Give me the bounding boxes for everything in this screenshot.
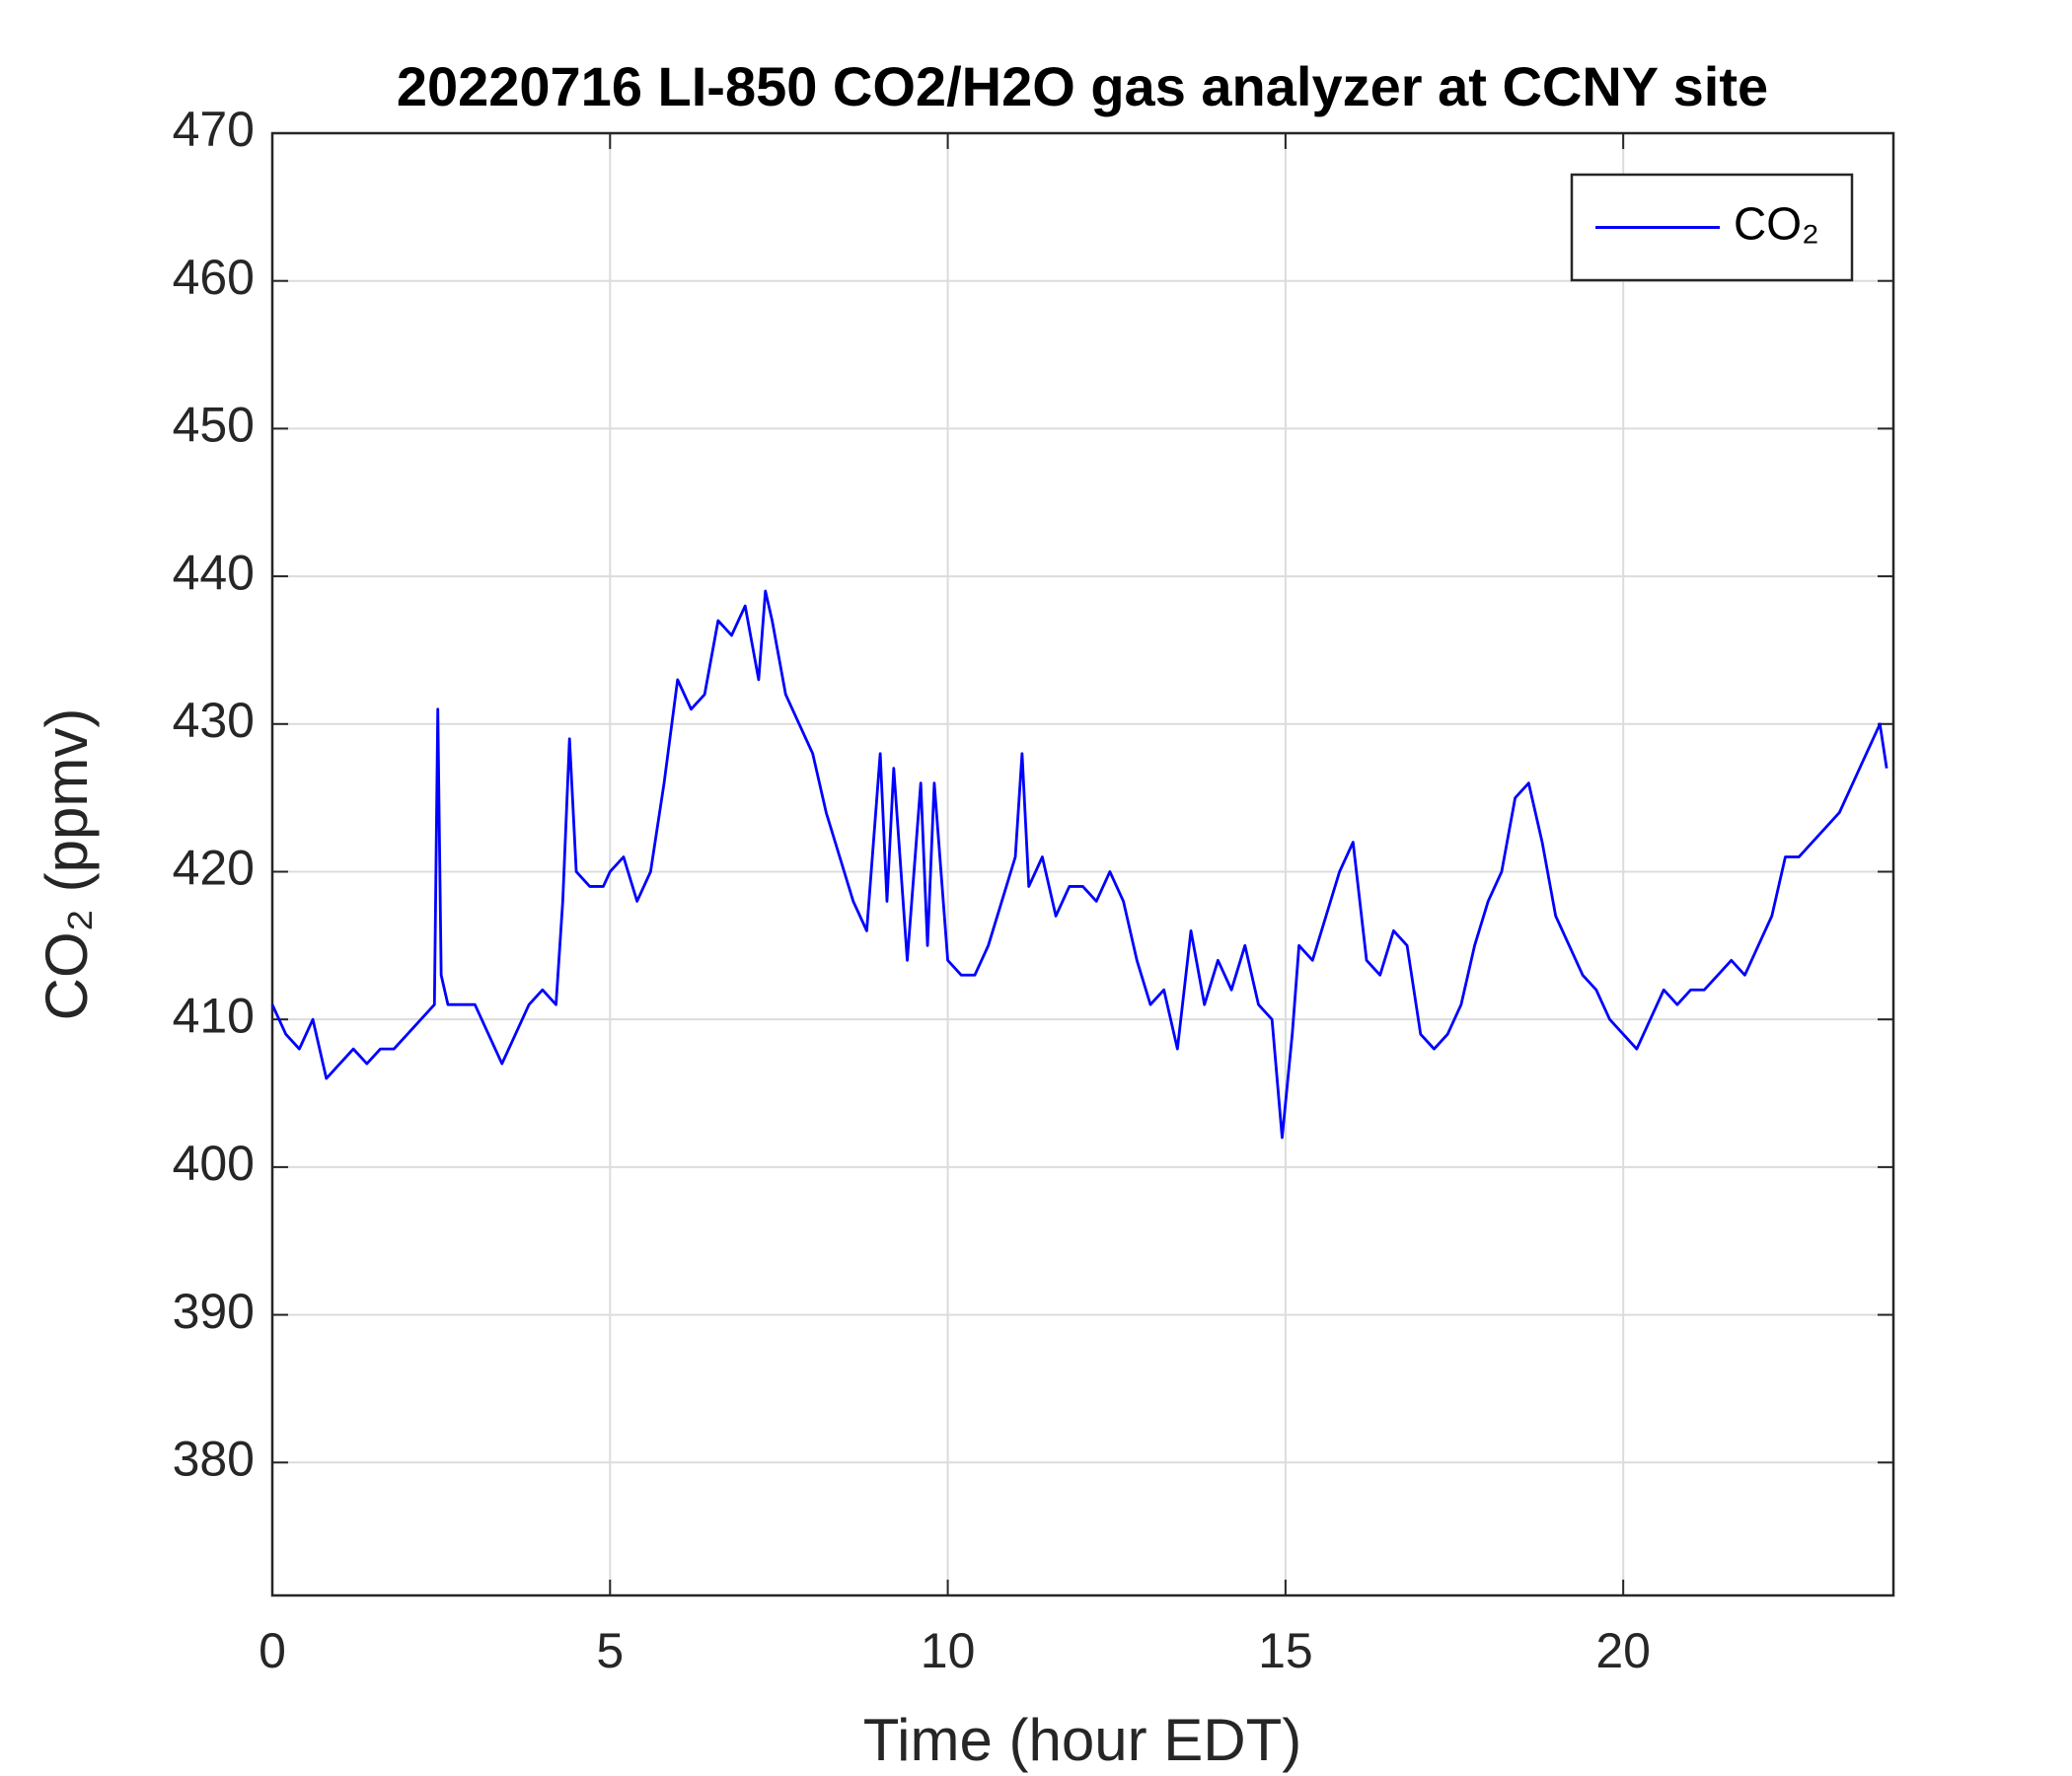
legend-label: CO₂ [1734,198,1819,250]
y-tick-label: 470 [173,102,255,157]
y-tick-label: 390 [173,1284,255,1339]
plot-frame [270,131,1895,1597]
y-tick-label: 430 [173,693,255,748]
x-axis-label: Time (hour EDT) [863,1707,1302,1773]
x-tick-label: 10 [921,1623,976,1678]
x-tick-label: 15 [1258,1623,1313,1678]
y-tick-label: 380 [173,1431,255,1486]
y-tick-label: 410 [173,988,255,1043]
y-tick-label: 400 [173,1136,255,1191]
chart-title: 20220716 LI-850 CO2/H2O gas analyzer at … [397,55,1768,117]
y-tick-label: 460 [173,250,255,305]
y-axis-label: CO₂ (ppmv) [34,708,100,1021]
y-tick-label: 440 [173,545,255,600]
data-line [270,589,1888,1140]
y-tick-label: 450 [173,398,255,453]
x-tick-label: 5 [596,1623,624,1678]
x-tick-label: 0 [259,1623,286,1678]
y-tick-label: 420 [173,841,255,896]
x-tick-label: 20 [1595,1623,1651,1678]
